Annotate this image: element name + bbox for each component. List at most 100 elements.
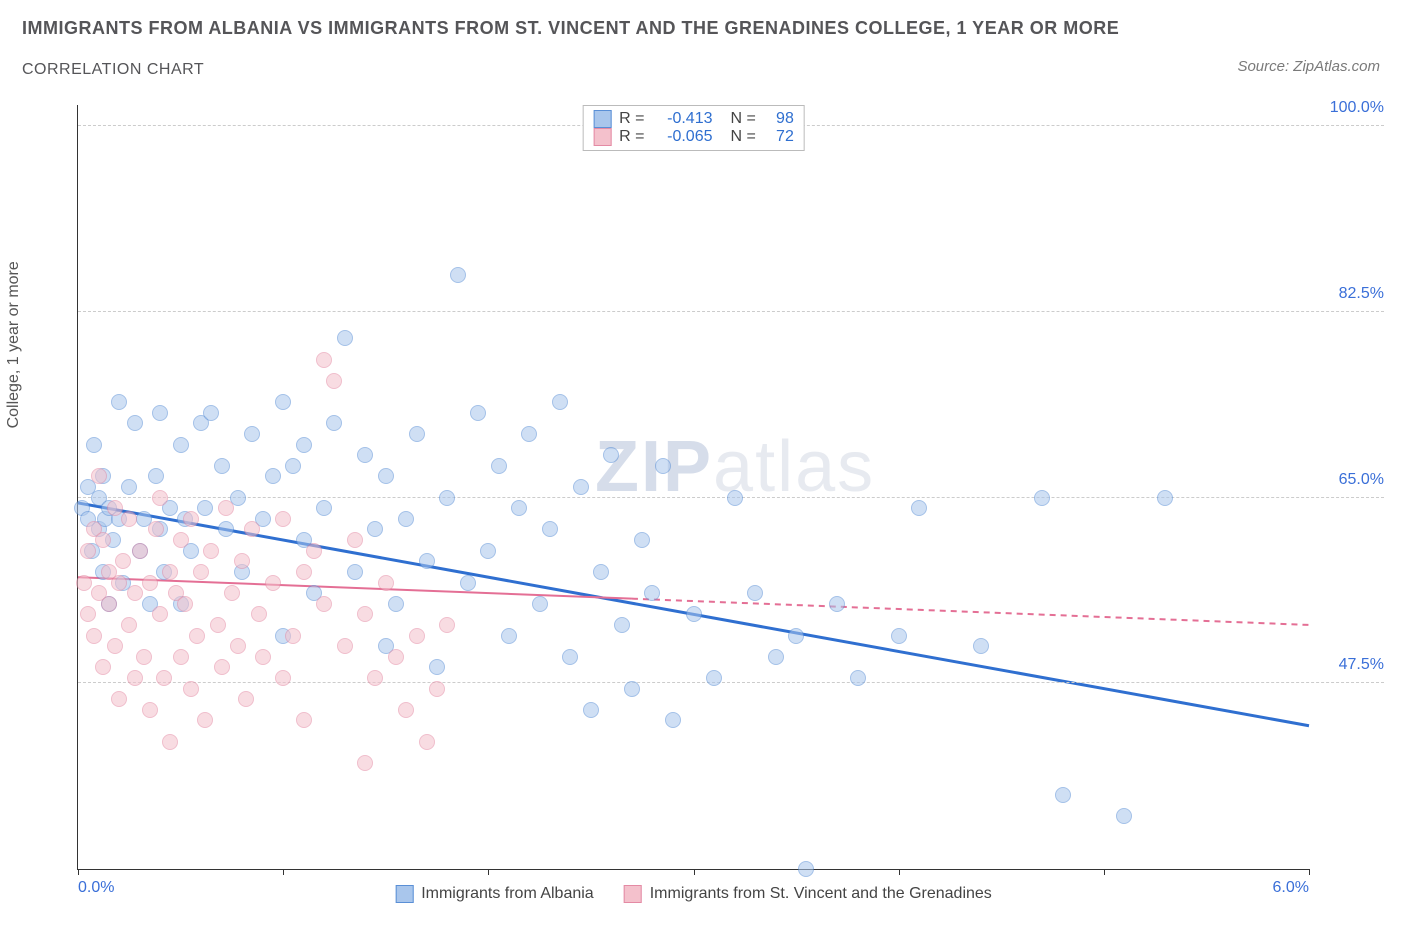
x-tick — [78, 869, 79, 875]
data-point-albania — [1116, 808, 1132, 824]
data-point-albania — [203, 405, 219, 421]
data-point-albania — [148, 468, 164, 484]
data-point-albania — [891, 628, 907, 644]
data-point-stvincent — [111, 691, 127, 707]
data-point-stvincent — [162, 734, 178, 750]
data-point-stvincent — [378, 575, 394, 591]
trendlines-layer — [78, 105, 1309, 869]
y-tick-label: 100.0% — [1314, 99, 1384, 117]
data-point-albania — [644, 585, 660, 601]
data-point-stvincent — [214, 659, 230, 675]
data-point-stvincent — [347, 532, 363, 548]
legend-label: Immigrants from Albania — [421, 885, 594, 903]
data-point-albania — [152, 405, 168, 421]
data-point-stvincent — [183, 681, 199, 697]
y-tick-label: 47.5% — [1314, 656, 1384, 674]
data-point-stvincent — [357, 606, 373, 622]
data-point-albania — [357, 447, 373, 463]
data-point-albania — [788, 628, 804, 644]
n-label: N = — [731, 110, 756, 128]
data-point-albania — [1034, 490, 1050, 506]
data-point-albania — [388, 596, 404, 612]
data-point-albania — [1157, 490, 1173, 506]
data-point-stvincent — [265, 575, 281, 591]
data-point-stvincent — [76, 575, 92, 591]
data-point-stvincent — [136, 649, 152, 665]
data-point-stvincent — [95, 532, 111, 548]
source-attribution: Source: ZipAtlas.com — [1237, 58, 1380, 75]
data-point-albania — [973, 638, 989, 654]
data-point-stvincent — [230, 638, 246, 654]
data-point-albania — [491, 458, 507, 474]
data-point-stvincent — [107, 638, 123, 654]
data-point-albania — [429, 659, 445, 675]
data-point-albania — [511, 500, 527, 516]
plot-area: ZIPatlas R =-0.413N =98R =-0.065N =72 Im… — [77, 105, 1309, 870]
data-point-stvincent — [148, 521, 164, 537]
data-point-stvincent — [255, 649, 271, 665]
data-point-albania — [603, 447, 619, 463]
data-point-albania — [367, 521, 383, 537]
data-point-stvincent — [127, 670, 143, 686]
swatch-albania — [395, 885, 413, 903]
data-point-stvincent — [121, 511, 137, 527]
n-label: N = — [731, 128, 756, 146]
data-point-stvincent — [107, 500, 123, 516]
data-point-albania — [593, 564, 609, 580]
correlation-legend: R =-0.413N =98R =-0.065N =72 — [582, 105, 805, 151]
data-point-stvincent — [296, 564, 312, 580]
data-point-stvincent — [121, 617, 137, 633]
x-tick — [488, 869, 489, 875]
gridline — [78, 311, 1384, 312]
data-point-stvincent — [80, 606, 96, 622]
data-point-albania — [624, 681, 640, 697]
data-point-albania — [218, 521, 234, 537]
data-point-albania — [127, 415, 143, 431]
data-point-stvincent — [80, 543, 96, 559]
chart-subtitle: CORRELATION CHART — [22, 61, 1384, 79]
data-point-stvincent — [91, 468, 107, 484]
data-point-albania — [480, 543, 496, 559]
data-point-stvincent — [251, 606, 267, 622]
data-point-stvincent — [197, 712, 213, 728]
data-point-albania — [665, 712, 681, 728]
data-point-stvincent — [177, 596, 193, 612]
swatch-stvincent — [624, 885, 642, 903]
n-value: 72 — [764, 128, 794, 146]
n-value: 98 — [764, 110, 794, 128]
data-point-albania — [378, 468, 394, 484]
data-point-stvincent — [127, 585, 143, 601]
data-point-albania — [655, 458, 671, 474]
data-point-albania — [573, 479, 589, 495]
y-axis-label: College, 1 year or more — [5, 261, 23, 428]
data-point-albania — [326, 415, 342, 431]
data-point-stvincent — [189, 628, 205, 644]
r-value: -0.413 — [653, 110, 713, 128]
data-point-albania — [501, 628, 517, 644]
data-point-stvincent — [95, 659, 111, 675]
data-point-stvincent — [142, 575, 158, 591]
data-point-albania — [316, 500, 332, 516]
data-point-stvincent — [142, 702, 158, 718]
data-point-albania — [1055, 787, 1071, 803]
swatch-stvincent — [593, 128, 611, 146]
data-point-stvincent — [398, 702, 414, 718]
data-point-albania — [614, 617, 630, 633]
data-point-stvincent — [306, 543, 322, 559]
data-point-albania — [583, 702, 599, 718]
data-point-stvincent — [162, 564, 178, 580]
legend-label: Immigrants from St. Vincent and the Gren… — [650, 885, 992, 903]
data-point-stvincent — [439, 617, 455, 633]
data-point-stvincent — [132, 543, 148, 559]
data-point-stvincent — [419, 734, 435, 750]
correlation-row-albania: R =-0.413N =98 — [593, 110, 794, 128]
data-point-stvincent — [193, 564, 209, 580]
data-point-stvincent — [285, 628, 301, 644]
data-point-albania — [542, 521, 558, 537]
swatch-albania — [593, 110, 611, 128]
data-point-albania — [798, 861, 814, 877]
data-point-stvincent — [337, 638, 353, 654]
data-point-stvincent — [234, 553, 250, 569]
correlation-row-stvincent: R =-0.065N =72 — [593, 128, 794, 146]
data-point-albania — [86, 437, 102, 453]
